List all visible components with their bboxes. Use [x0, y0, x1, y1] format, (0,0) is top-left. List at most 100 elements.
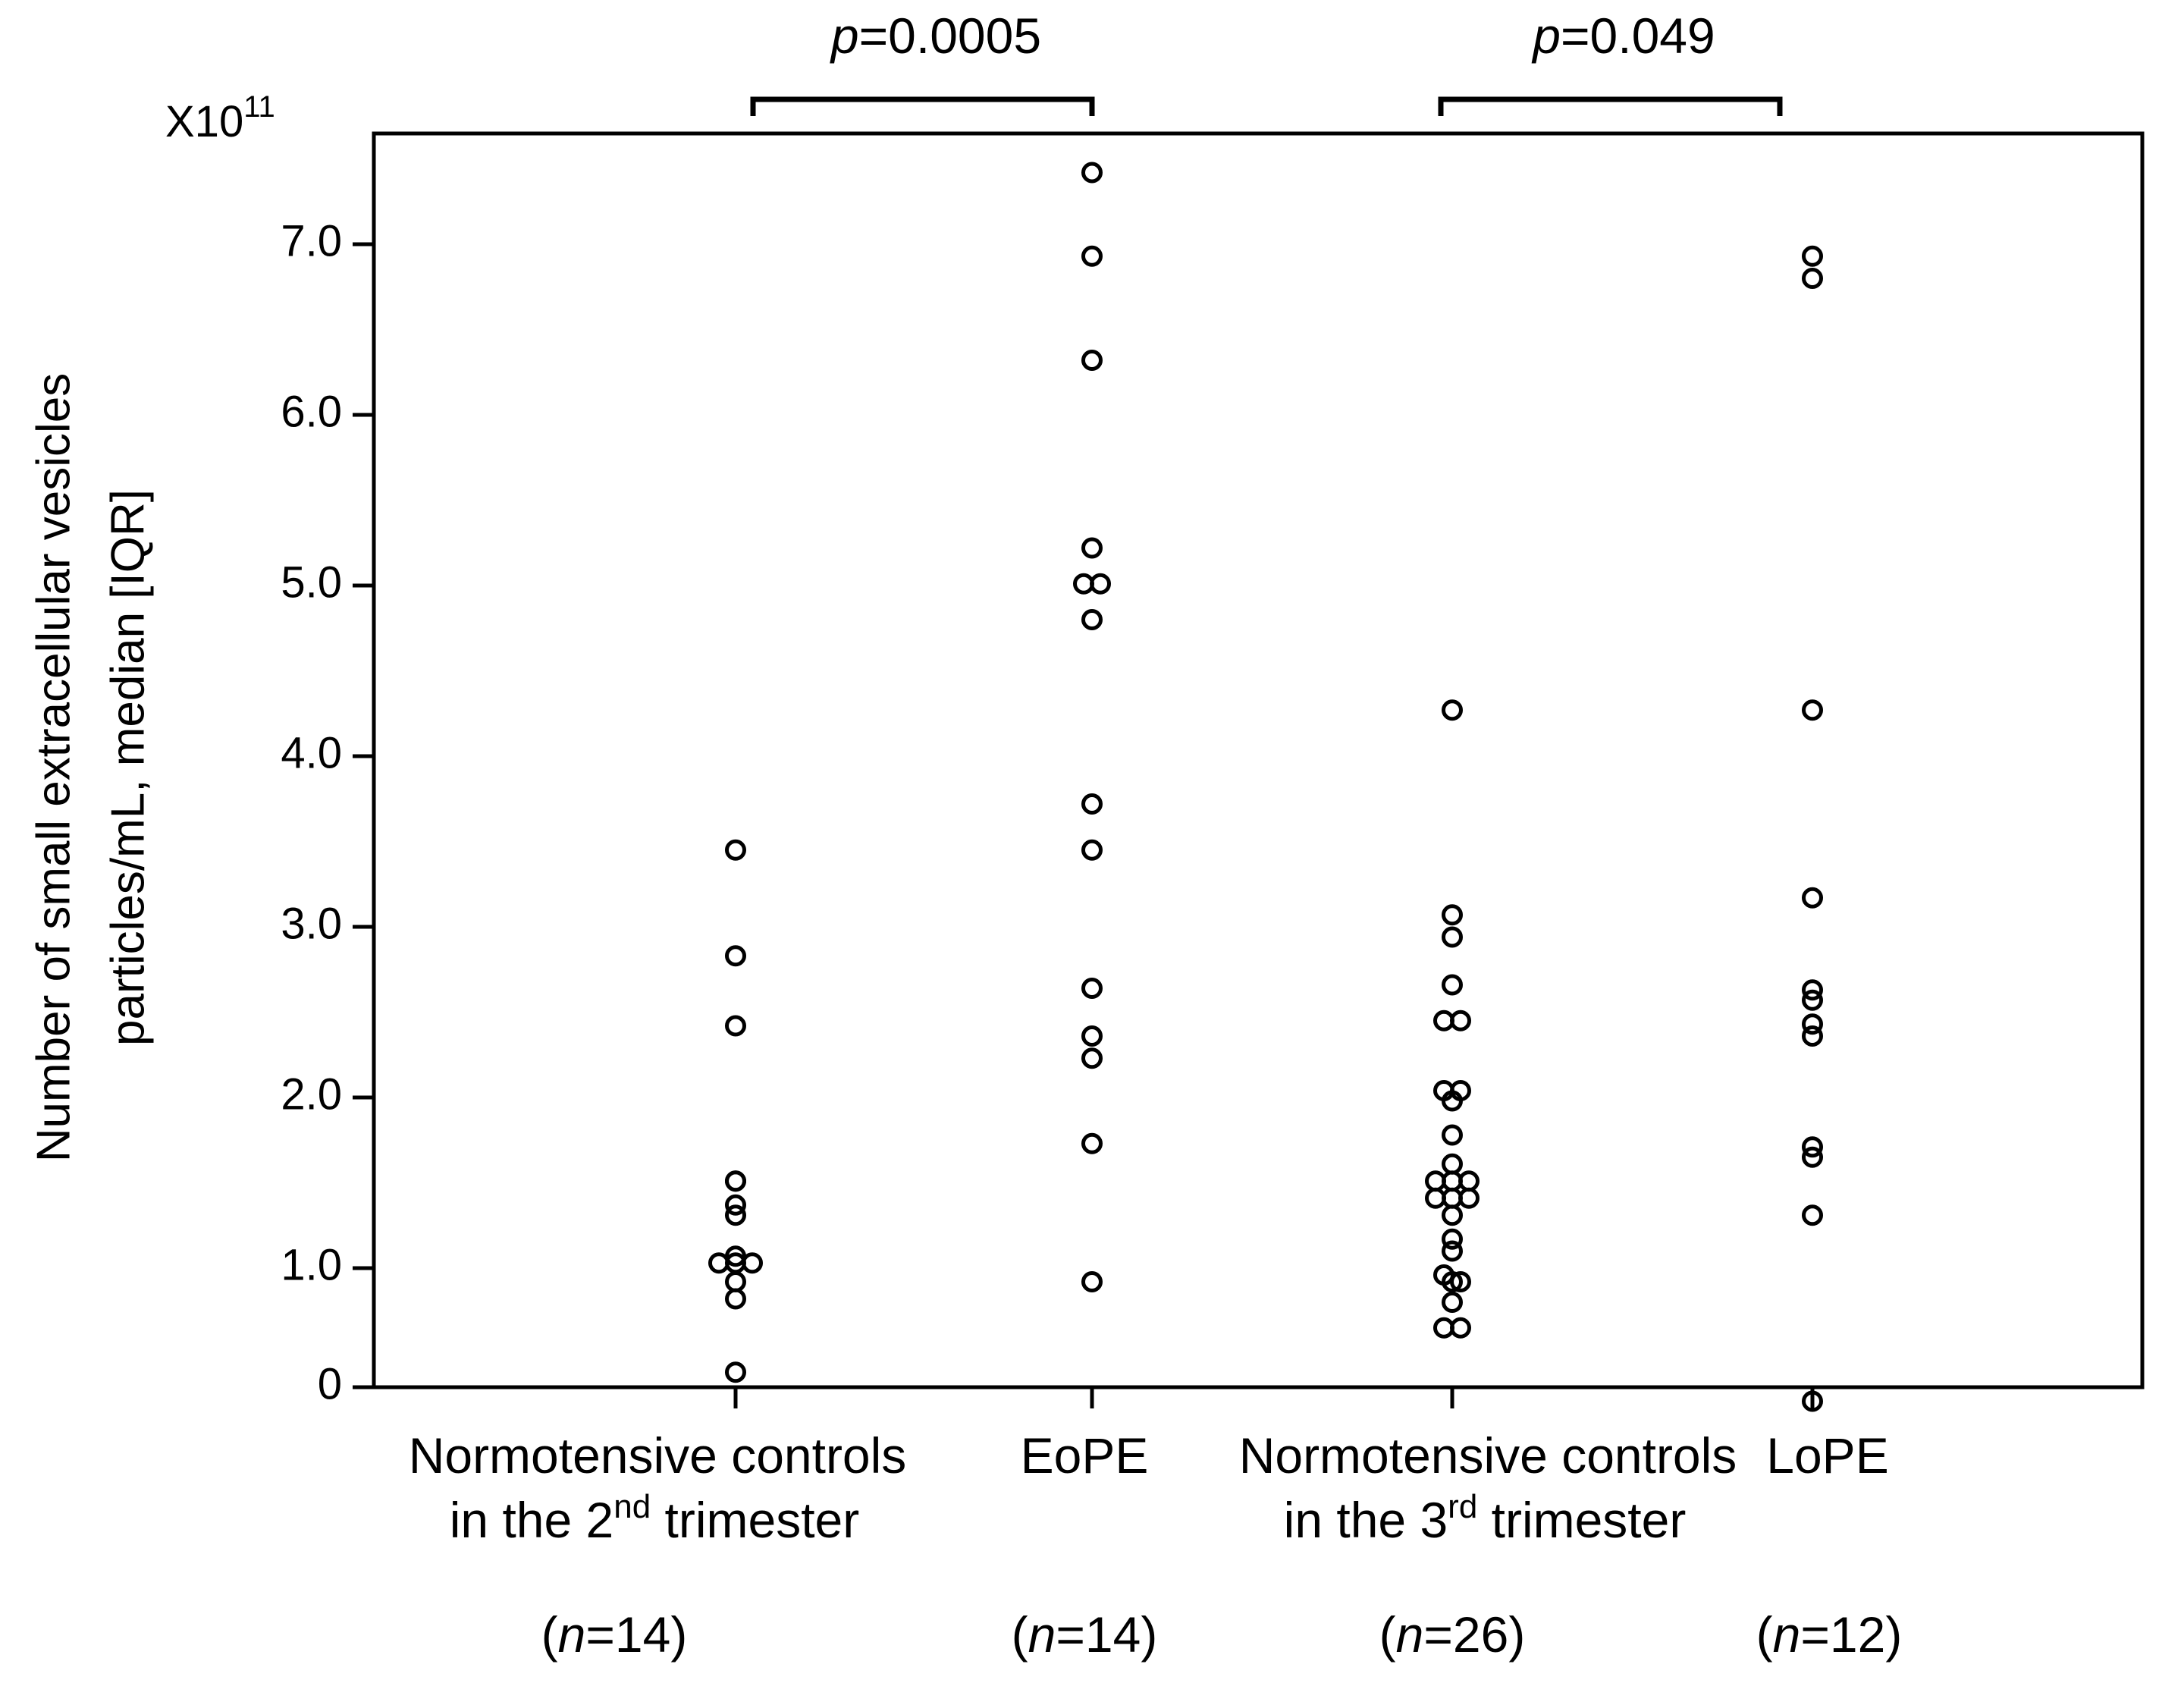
plot-frame	[372, 131, 2145, 1389]
n-open-paren: (	[541, 1606, 558, 1663]
data-point	[1442, 926, 1463, 948]
n-open-paren: (	[1012, 1606, 1028, 1663]
group-label-line2-post: trimester	[651, 1492, 859, 1548]
data-point	[1458, 1187, 1480, 1209]
data-point	[1081, 793, 1103, 815]
y-multiplier-exponent: 11	[243, 90, 275, 124]
data-point	[1450, 1009, 1471, 1031]
n-close-paren: )	[1141, 1606, 1157, 1663]
y-axis: 0 1.0 2.0 3.0 4.0 5.0 6.0 7.0	[281, 216, 374, 1408]
data-point	[1081, 1271, 1103, 1292]
data-point	[1802, 1390, 1823, 1412]
data-point	[1802, 1025, 1823, 1047]
data-point	[1442, 1228, 1463, 1250]
y-tick-label: 4.0	[281, 728, 342, 777]
n-open-paren: (	[1379, 1606, 1396, 1663]
y-multiplier: X1011	[165, 90, 275, 146]
data-point	[1081, 537, 1103, 559]
n-close-paren: )	[670, 1606, 687, 1663]
data-point	[1442, 904, 1463, 926]
y-tick-label: 7.0	[281, 216, 342, 265]
data-point	[1081, 609, 1103, 630]
group-label-line2-post: trimester	[1477, 1492, 1686, 1548]
n-close-paren: )	[1885, 1606, 1902, 1663]
data-point	[1450, 1271, 1471, 1292]
data-point	[1450, 1317, 1471, 1339]
y-axis-title: Number of small extracellular vesicles p…	[27, 373, 154, 1163]
data-point	[1802, 268, 1823, 289]
data-point	[725, 1204, 746, 1226]
data-point	[725, 1194, 746, 1216]
significance-bracket	[1438, 96, 1783, 116]
data-point	[725, 1015, 746, 1037]
group-n-label: (n=14)	[541, 1606, 688, 1663]
y-tick-label: 0	[318, 1359, 342, 1408]
data-point	[742, 1252, 763, 1274]
n-value: =26	[1423, 1606, 1508, 1663]
group-label-line2-pre: in the 2	[450, 1492, 614, 1548]
y-multiplier-base: X10	[165, 97, 243, 146]
data-point	[1442, 1271, 1463, 1292]
n-variable: n	[558, 1606, 586, 1663]
group-label-line1: EoPE	[1021, 1427, 1149, 1484]
data-point	[1081, 162, 1103, 184]
p-value-text: =0.0005	[859, 8, 1041, 64]
p-value-variable: p	[830, 8, 859, 64]
y-tick-label: 3.0	[281, 899, 342, 948]
data-point	[1081, 1132, 1103, 1154]
data-point	[1090, 573, 1111, 595]
data-point	[1081, 839, 1103, 861]
data-point	[1802, 1013, 1823, 1035]
y-axis-title-line2: particles/mL, median [IQR]	[102, 489, 154, 1046]
n-value: =14	[1056, 1606, 1141, 1663]
data-point	[725, 945, 746, 967]
y-tick-label: 5.0	[281, 557, 342, 607]
data-point	[725, 1271, 746, 1292]
data-point	[1802, 699, 1823, 721]
data-point	[1081, 1025, 1103, 1047]
data-point	[1081, 978, 1103, 999]
y-tick-label: 2.0	[281, 1069, 342, 1119]
n-variable: n	[1773, 1606, 1801, 1663]
data-point	[725, 839, 746, 861]
group-label-superscript: rd	[1448, 1488, 1477, 1525]
group-label-line2: in the 2nd trimester	[450, 1488, 859, 1548]
data-point	[1802, 245, 1823, 267]
data-point	[1442, 1090, 1463, 1112]
data-point	[1802, 887, 1823, 909]
p-value-text: =0.049	[1561, 8, 1715, 64]
y-tick-label: 6.0	[281, 387, 342, 436]
data-point	[1802, 1146, 1823, 1168]
data-point	[1081, 350, 1103, 371]
group-label-line2: in the 3rd trimester	[1284, 1488, 1687, 1548]
group-label-line1: Normotensive controls	[409, 1427, 907, 1484]
data-point	[1802, 1136, 1823, 1158]
data-point	[1442, 974, 1463, 996]
significance-bracket	[750, 96, 1095, 116]
group-label-line2-pre: in the 3	[1284, 1492, 1448, 1548]
data-point	[1442, 1292, 1463, 1313]
group-n-label: (n=26)	[1379, 1606, 1526, 1663]
data-point	[1442, 699, 1463, 721]
data-point	[1081, 245, 1103, 267]
data-point	[1802, 1204, 1823, 1226]
data-point	[1802, 979, 1823, 1001]
n-close-paren: )	[1508, 1606, 1525, 1663]
group-label-superscript: nd	[613, 1488, 651, 1525]
data-point	[1442, 1124, 1463, 1146]
significance-brackets: p=0.0005 p=0.049	[750, 8, 1783, 116]
data-point	[1802, 989, 1823, 1011]
p-value-label: p=0.0005	[830, 8, 1041, 64]
n-value: =12	[1800, 1606, 1885, 1663]
data-point	[1442, 1204, 1463, 1226]
data-point	[725, 1288, 746, 1310]
group-n-label: (n=14)	[1012, 1606, 1158, 1663]
data-point	[1442, 1153, 1463, 1175]
p-value-variable: p	[1531, 8, 1561, 64]
group-label-line1: LoPE	[1766, 1427, 1888, 1484]
y-axis-title-line1: Number of small extracellular vesicles	[27, 373, 80, 1163]
n-variable: n	[1396, 1606, 1424, 1663]
data-point	[725, 1361, 746, 1383]
